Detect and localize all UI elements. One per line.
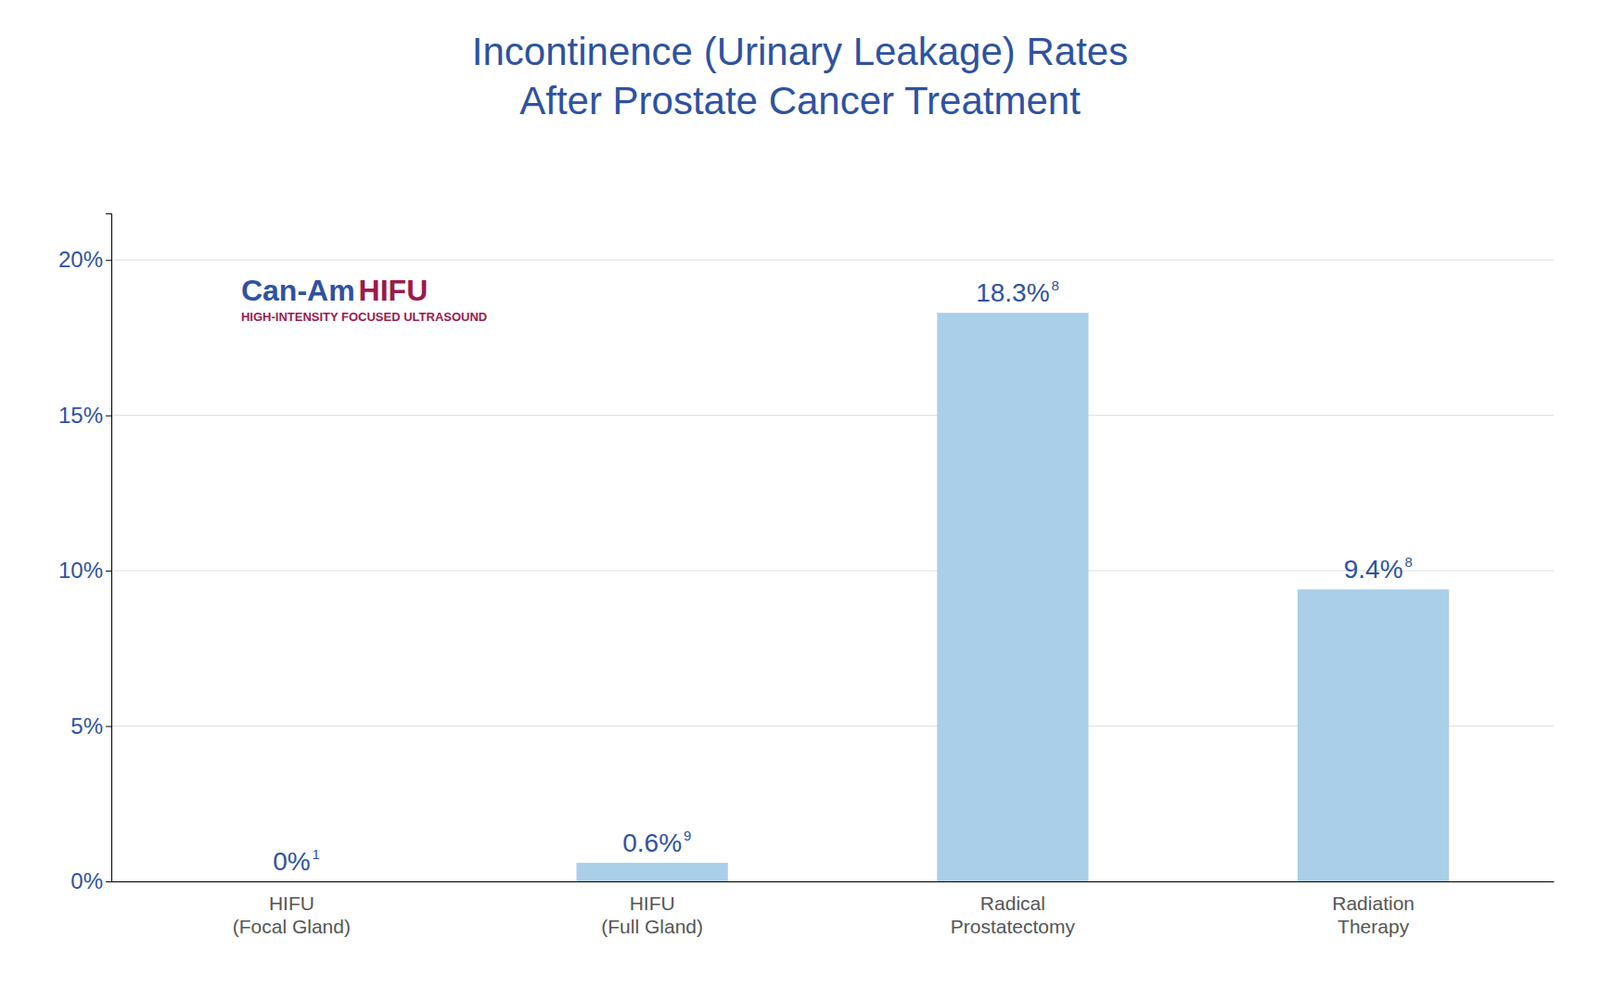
x-tick-label-line: Prostatectomy	[950, 915, 1076, 937]
x-tick-label: RadiationTherapy	[1331, 892, 1415, 937]
logo-text: HIFU	[358, 273, 429, 308]
y-tick: 20%	[58, 246, 112, 272]
x-tick-label-line: Radical	[980, 892, 1046, 914]
y-tick-label: 15%	[58, 402, 103, 428]
data-labels: 0%10.6%918.3%89.4%8	[272, 277, 1413, 876]
grid-line	[111, 570, 1554, 572]
y-tick-label: 5%	[70, 713, 103, 739]
y-tick: 15%	[58, 402, 112, 428]
logo: Can-AmHIFUHIGH-INTENSITY FOCUSED ULTRASO…	[241, 273, 487, 324]
data-label-superscript: 9	[683, 827, 692, 844]
grid-line	[111, 259, 1554, 261]
y-tick-label: 20%	[58, 246, 103, 272]
data-label: 0%	[272, 846, 310, 876]
x-axis: HIFU(Focal Gland)HIFU(Full Gland)Radical…	[112, 881, 1555, 937]
x-tick: RadicalProstatectomy	[950, 881, 1076, 937]
x-tick: RadiationTherapy	[1331, 881, 1415, 937]
logo-text: Can-Am	[241, 273, 356, 308]
bar	[1297, 588, 1449, 882]
x-tick: HIFU(Focal Gland)	[232, 881, 351, 937]
bar	[576, 862, 728, 882]
data-label: 9.4%	[1344, 554, 1404, 584]
y-tick-mark	[105, 726, 112, 728]
y-tick-label: 0%	[70, 868, 103, 894]
chart-container: Incontinence (Urinary Leakage) RatesAfte…	[0, 0, 1600, 1002]
x-tick-label-line: Therapy	[1337, 915, 1410, 937]
data-label: 18.3%	[975, 278, 1050, 308]
y-tick-mark	[105, 415, 112, 417]
y-tick-mark	[105, 570, 112, 572]
title-line: Incontinence (Urinary Leakage) Rates	[472, 29, 1128, 74]
y-axis-line	[105, 214, 113, 883]
logo-subtitle: HIGH-INTENSITY FOCUSED ULTRASOUND	[241, 309, 487, 324]
x-tick-label-line: HIFU	[268, 892, 315, 914]
x-tick-label-line: (Focal Gland)	[232, 915, 351, 937]
y-tick: 5%	[70, 713, 112, 739]
plot: 0%5%10%15%20%HIFU(Focal Gland)HIFU(Full …	[58, 214, 1555, 938]
title: Incontinence (Urinary Leakage) RatesAfte…	[472, 29, 1128, 123]
y-axis: 0% 5% 10% 15% 20%	[58, 214, 113, 895]
bars	[576, 312, 1449, 882]
y-tick: 0%	[70, 868, 112, 894]
x-tick-label: HIFU(Full Gland)	[601, 892, 704, 937]
x-tick: HIFU(Full Gland)	[601, 881, 704, 937]
data-label-superscript: 8	[1051, 277, 1060, 294]
x-tick-label: RadicalProstatectomy	[950, 892, 1076, 937]
x-tick-label-line: HIFU	[629, 892, 676, 914]
x-tick-label-line: (Full Gland)	[601, 915, 704, 937]
grid	[111, 259, 1554, 882]
data-label-superscript: 8	[1405, 553, 1413, 570]
y-tick-mark	[105, 259, 112, 261]
grid-line	[111, 414, 1554, 416]
x-tick-label: HIFU(Focal Gland)	[232, 892, 351, 937]
y-tick-mark	[105, 881, 112, 883]
x-tick-label-line: Radiation	[1331, 892, 1415, 914]
chart-svg: Incontinence (Urinary Leakage) RatesAfte…	[0, 0, 1600, 1002]
y-tick: 10%	[58, 557, 112, 583]
bar	[936, 312, 1088, 882]
y-tick-label: 10%	[58, 557, 103, 583]
data-label-superscript: 1	[312, 845, 320, 862]
title-line: After Prostate Cancer Treatment	[519, 78, 1081, 123]
x-axis-line	[112, 881, 1555, 883]
bar	[216, 881, 368, 883]
data-label: 0.6%	[622, 828, 682, 858]
